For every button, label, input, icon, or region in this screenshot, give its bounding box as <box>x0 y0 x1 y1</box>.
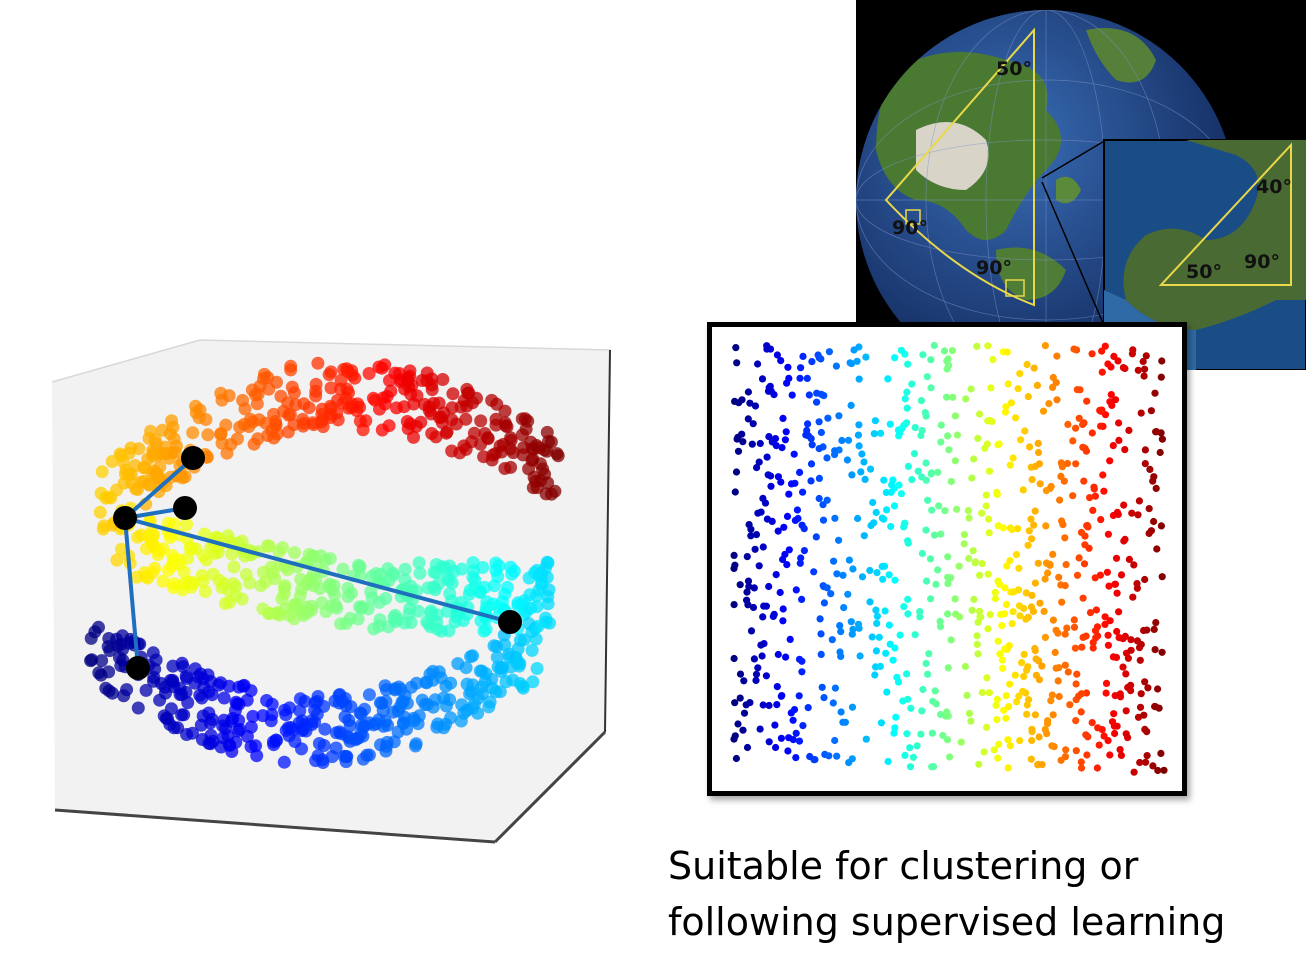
caption: Suitable for clustering or following sup… <box>668 838 1298 950</box>
angle-label-left: 90° <box>892 217 928 239</box>
graph-node <box>498 610 522 634</box>
swiss-roll-points <box>84 356 565 769</box>
graph-node <box>173 496 197 520</box>
graph-node <box>126 656 150 680</box>
neighborhood-graph <box>113 446 522 680</box>
earth-globe-icon: 50° 90° 90° 40° 50° 90° <box>856 10 1306 370</box>
unrolled-embedding-plot <box>707 322 1187 796</box>
angle-label-top: 50° <box>996 58 1032 80</box>
swiss-roll-3d-plot <box>0 320 640 860</box>
graph-node <box>181 446 205 470</box>
geodesic-triangle <box>884 27 1035 307</box>
angle-label-bottom: 90° <box>976 257 1012 279</box>
swiss-roll-manifold-icon <box>51 339 611 844</box>
caption-line-1: Suitable for clustering or <box>668 844 1139 888</box>
satellite-inset: 40° 50° 90° <box>1103 139 1306 370</box>
inset-angle-top: 40° <box>1256 176 1292 198</box>
unrolled-embedding-icon <box>730 341 1168 776</box>
caption-line-2: following supervised learning <box>668 900 1226 944</box>
inset-angle-left: 50° <box>1186 261 1222 283</box>
embedding-points <box>730 341 1168 776</box>
graph-node <box>113 506 137 530</box>
globe-illustration: 50° 90° 90° 40° 50° 90° <box>856 0 1306 370</box>
inset-angle-right: 90° <box>1244 251 1280 273</box>
globe-land <box>876 28 1156 300</box>
